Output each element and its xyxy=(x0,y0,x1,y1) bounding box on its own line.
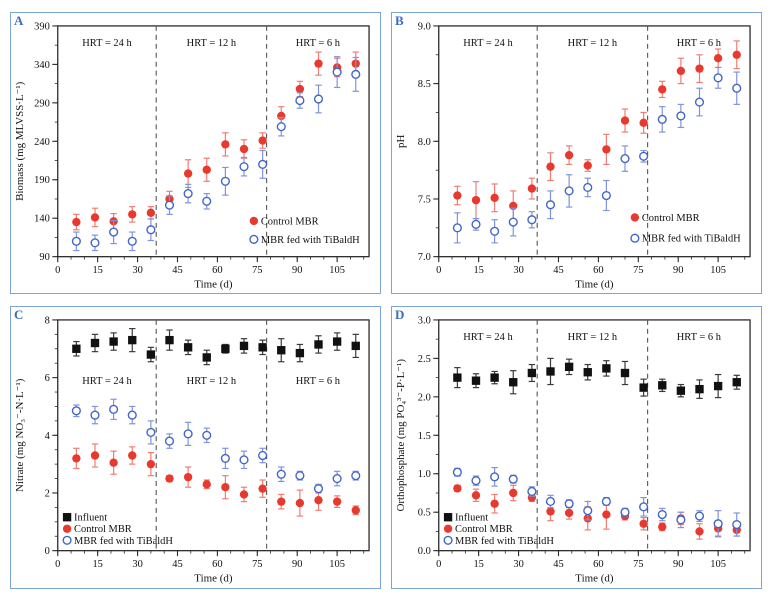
svg-text:HRT = 6 h: HRT = 6 h xyxy=(296,376,341,387)
panel-nitrate: C 0 15 30 45 60 75 90 105 0 2 4 6 8 Time (d) Nitrate (… xyxy=(10,306,381,589)
svg-text:HRT = 24 h: HRT = 24 h xyxy=(82,376,132,387)
svg-text:6: 6 xyxy=(45,374,50,385)
svg-text:45: 45 xyxy=(172,560,182,571)
svg-text:60: 60 xyxy=(212,560,222,571)
panel-ph: B 0 15 30 45 60 75 90 105 7.0 7.5 8.0 8.5 9.0 Time (d… xyxy=(391,12,762,295)
svg-text:Influent: Influent xyxy=(455,513,488,524)
panel-letter-d: D xyxy=(395,307,405,323)
svg-text:HRT = 6 h: HRT = 6 h xyxy=(677,38,722,49)
svg-text:8.5: 8.5 xyxy=(418,79,431,90)
svg-text:HRT = 24 h: HRT = 24 h xyxy=(463,333,513,344)
svg-text:pH: pH xyxy=(395,135,407,148)
svg-text:90: 90 xyxy=(39,252,49,263)
svg-text:240: 240 xyxy=(34,137,50,148)
svg-text:MBR fed with TiBaldH: MBR fed with TiBaldH xyxy=(261,235,360,246)
svg-text:HRT = 12 h: HRT = 12 h xyxy=(568,333,618,344)
svg-text:8: 8 xyxy=(45,316,50,327)
panel-biomass: A 0 15 30 45 60 75 90 105 90 140 190 240 290 340 390 Ti… xyxy=(10,12,381,295)
svg-text:90: 90 xyxy=(292,560,302,571)
svg-text:15: 15 xyxy=(473,265,483,276)
svg-text:Time (d): Time (d) xyxy=(575,573,614,585)
svg-text:Biomass (mg MLVSS·L⁻¹): Biomass (mg MLVSS·L⁻¹) xyxy=(14,81,26,201)
svg-text:105: 105 xyxy=(710,265,726,276)
panel-orthophosphate: D 0 15 30 45 60 75 90 105 0.0 0.5 1.0 1.5 2.0 2.5 3.0 T… xyxy=(391,306,762,589)
nitrate-chart: 0 15 30 45 60 75 90 105 0 2 4 6 8 Time (d) Nitrate (mg… xyxy=(14,316,370,585)
svg-text:15: 15 xyxy=(473,560,483,571)
svg-text:4: 4 xyxy=(45,431,51,442)
svg-text:9.0: 9.0 xyxy=(418,21,431,32)
svg-text:0.0: 0.0 xyxy=(418,547,431,558)
svg-text:140: 140 xyxy=(34,214,50,225)
svg-text:60: 60 xyxy=(212,265,222,276)
orthophosphate-chart: 0 15 30 45 60 75 90 105 0.0 0.5 1.0 1.5 2.0 2.5 3.0 Tim… xyxy=(395,316,751,585)
panel-letter-b: B xyxy=(395,13,404,28)
svg-text:2.5: 2.5 xyxy=(418,354,431,365)
svg-text:Control MBR: Control MBR xyxy=(455,525,513,536)
svg-text:0.5: 0.5 xyxy=(418,508,431,519)
svg-text:30: 30 xyxy=(132,265,142,276)
svg-text:105: 105 xyxy=(329,265,345,276)
svg-text:105: 105 xyxy=(329,560,345,571)
svg-text:75: 75 xyxy=(633,265,643,276)
svg-text:Control MBR: Control MBR xyxy=(261,216,319,227)
svg-text:30: 30 xyxy=(132,560,142,571)
svg-text:90: 90 xyxy=(673,265,683,276)
svg-text:HRT = 12 h: HRT = 12 h xyxy=(187,376,237,387)
svg-text:2: 2 xyxy=(45,489,50,500)
svg-text:75: 75 xyxy=(633,560,643,571)
svg-text:75: 75 xyxy=(252,560,262,571)
svg-text:1.0: 1.0 xyxy=(418,470,431,481)
svg-text:Time (d): Time (d) xyxy=(194,279,233,291)
svg-text:Control MBR: Control MBR xyxy=(642,213,700,224)
svg-text:Orthophosphate (mg PO₄³⁻-P·L⁻¹: Orthophosphate (mg PO₄³⁻-P·L⁻¹) xyxy=(395,359,407,512)
svg-text:HRT = 12 h: HRT = 12 h xyxy=(568,38,618,49)
svg-text:15: 15 xyxy=(92,265,102,276)
svg-text:1.5: 1.5 xyxy=(418,431,431,442)
svg-text:0: 0 xyxy=(45,547,50,558)
svg-text:0: 0 xyxy=(55,560,60,571)
svg-text:30: 30 xyxy=(513,265,523,276)
svg-text:Control MBR: Control MBR xyxy=(74,525,132,536)
svg-text:15: 15 xyxy=(92,560,102,571)
ph-chart: 0 15 30 45 60 75 90 105 7.0 7.5 8.0 8.5 9.0 Time (d) p… xyxy=(395,21,751,291)
svg-text:MBR fed with TiBaldH: MBR fed with TiBaldH xyxy=(455,536,554,547)
svg-text:7.0: 7.0 xyxy=(418,252,431,263)
svg-text:HRT = 24 h: HRT = 24 h xyxy=(463,38,513,49)
svg-text:75: 75 xyxy=(252,265,262,276)
panel-letter-c: C xyxy=(14,307,24,323)
svg-text:HRT = 6 h: HRT = 6 h xyxy=(296,38,341,49)
svg-text:7.5: 7.5 xyxy=(418,194,431,205)
svg-text:HRT = 6 h: HRT = 6 h xyxy=(677,333,722,344)
svg-text:45: 45 xyxy=(553,560,563,571)
svg-text:MBR fed with TiBaldH: MBR fed with TiBaldH xyxy=(642,234,741,245)
svg-text:60: 60 xyxy=(593,265,603,276)
svg-text:45: 45 xyxy=(172,265,182,276)
svg-text:Time (d): Time (d) xyxy=(194,573,233,585)
svg-text:0: 0 xyxy=(436,265,441,276)
svg-text:MBR fed with TiBaldH: MBR fed with TiBaldH xyxy=(74,536,173,547)
svg-text:2.0: 2.0 xyxy=(418,393,431,404)
svg-text:0: 0 xyxy=(436,560,441,571)
svg-text:290: 290 xyxy=(34,98,50,109)
panel-letter-a: A xyxy=(14,13,24,28)
svg-text:3.0: 3.0 xyxy=(418,316,431,327)
svg-text:HRT = 12 h: HRT = 12 h xyxy=(187,38,237,49)
svg-text:Time (d): Time (d) xyxy=(575,279,614,291)
svg-text:105: 105 xyxy=(710,560,726,571)
svg-text:8.0: 8.0 xyxy=(418,137,431,148)
biomass-chart: 0 15 30 45 60 75 90 105 90 140 190 240 290 340 390 Time… xyxy=(14,21,370,291)
svg-text:60: 60 xyxy=(593,560,603,571)
svg-text:0: 0 xyxy=(55,265,60,276)
svg-text:HRT = 24 h: HRT = 24 h xyxy=(82,38,132,49)
svg-text:190: 190 xyxy=(34,175,50,186)
svg-text:45: 45 xyxy=(553,265,563,276)
svg-text:340: 340 xyxy=(34,60,50,71)
svg-text:390: 390 xyxy=(34,21,50,32)
svg-text:30: 30 xyxy=(513,560,523,571)
svg-text:90: 90 xyxy=(673,560,683,571)
svg-text:Influent: Influent xyxy=(74,513,107,524)
svg-text:90: 90 xyxy=(292,265,302,276)
svg-text:Nitrate (mg NO₃⁻-N·L⁻¹): Nitrate (mg NO₃⁻-N·L⁻¹) xyxy=(14,379,26,493)
